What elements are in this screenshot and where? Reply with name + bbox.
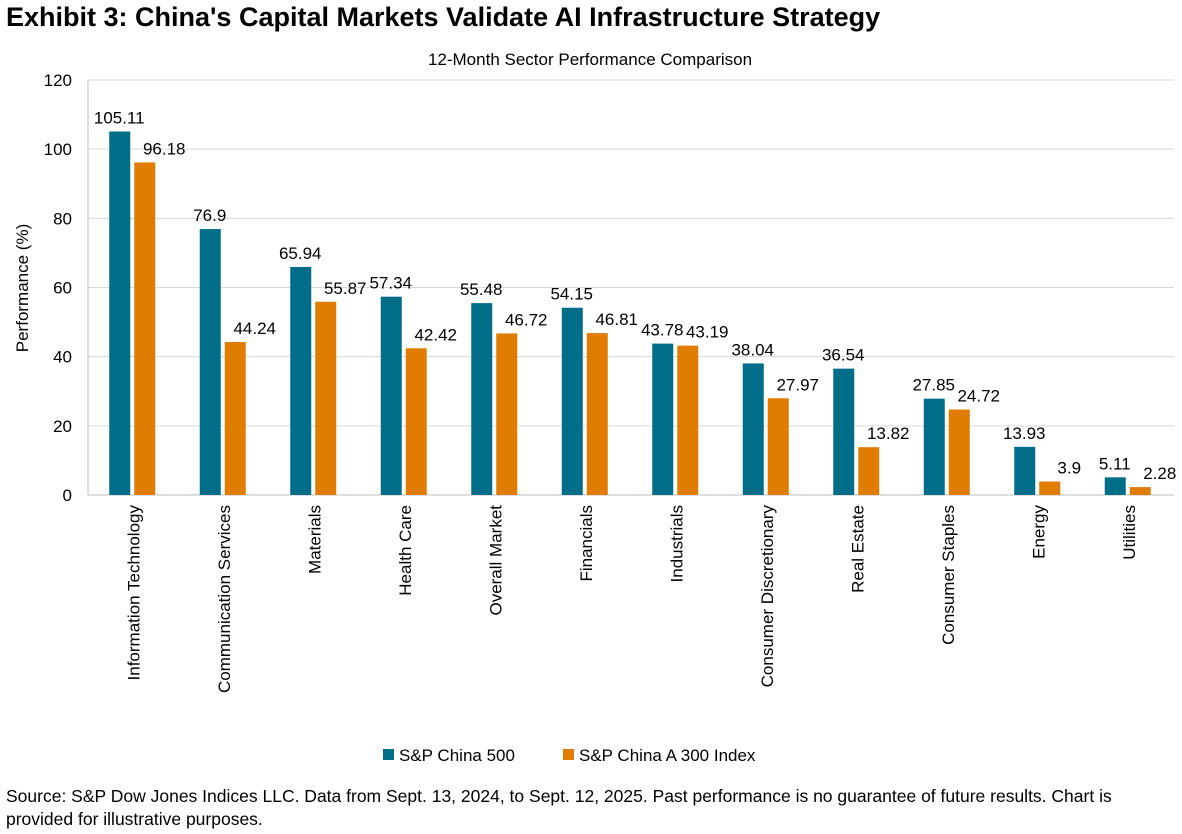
y-tick-label: 0 xyxy=(63,486,72,505)
bar-sp-china-500 xyxy=(742,363,764,495)
bar-sp-china-a-300 xyxy=(677,345,699,495)
data-label: 2.28 xyxy=(1143,464,1176,483)
bar-sp-china-500 xyxy=(199,229,221,495)
bar-sp-china-500 xyxy=(561,307,583,495)
x-tick-label: Financials xyxy=(577,505,596,582)
bar-sp-china-a-300 xyxy=(767,398,789,495)
bar-sp-china-500 xyxy=(1104,477,1126,495)
data-label: 42.42 xyxy=(414,325,457,344)
bar-sp-china-a-300 xyxy=(496,333,518,495)
bar-sp-china-a-300 xyxy=(586,333,608,495)
legend-label: S&P China A 300 Index xyxy=(579,746,756,765)
data-label: 43.78 xyxy=(641,321,684,340)
legend-label: S&P China 500 xyxy=(399,746,515,765)
data-label: 13.82 xyxy=(867,424,910,443)
data-label: 57.34 xyxy=(369,274,412,293)
exhibit-title: Exhibit 3: China's Capital Markets Valid… xyxy=(6,2,881,32)
x-tick-label: Utilities xyxy=(1120,505,1139,560)
data-label: 55.87 xyxy=(324,279,367,298)
bar-sp-china-500 xyxy=(652,343,674,495)
data-label: 54.15 xyxy=(550,285,593,304)
bar-sp-china-500 xyxy=(471,303,493,495)
data-label: 44.24 xyxy=(233,319,276,338)
bar-sp-china-500 xyxy=(109,131,131,496)
data-label: 55.48 xyxy=(460,280,503,299)
bar-sp-china-a-300 xyxy=(1039,481,1061,495)
data-label: 65.94 xyxy=(279,244,322,263)
x-tick-label: Consumer Staples xyxy=(939,505,958,645)
y-tick-label: 120 xyxy=(44,71,72,90)
x-tick-label: Information Technology xyxy=(124,505,143,681)
data-label: 13.93 xyxy=(1003,424,1046,443)
chart-subtitle: 12-Month Sector Performance Comparison xyxy=(428,50,752,69)
x-tick-label: Energy xyxy=(1029,505,1048,559)
bar-sp-china-500 xyxy=(833,368,855,495)
data-label: 76.9 xyxy=(193,206,226,225)
data-label: 36.54 xyxy=(822,346,865,365)
bar-sp-china-a-300 xyxy=(1129,487,1151,495)
data-label: 105.11 xyxy=(94,108,145,127)
data-label: 38.04 xyxy=(731,340,774,359)
legend-swatch xyxy=(563,749,574,760)
x-tick-label: Consumer Discretionary xyxy=(758,505,777,688)
y-tick-label: 100 xyxy=(44,140,72,159)
bar-sp-china-a-300 xyxy=(134,162,156,495)
x-tick-label: Industrials xyxy=(667,505,686,582)
bar-sp-china-500 xyxy=(1014,446,1036,495)
bar-sp-china-a-300 xyxy=(224,342,246,495)
data-label: 24.72 xyxy=(957,387,1000,406)
bar-sp-china-500 xyxy=(290,266,312,495)
source-note: Source: S&P Dow Jones Indices LLC. Data … xyxy=(6,786,1112,829)
data-label: 96.18 xyxy=(143,139,186,158)
data-label: 43.19 xyxy=(686,323,729,342)
data-label: 46.72 xyxy=(505,310,548,329)
bar-sp-china-a-300 xyxy=(315,301,337,495)
bar-sp-china-a-300 xyxy=(948,409,970,495)
legend-swatch xyxy=(383,749,394,760)
data-label: 3.9 xyxy=(1057,459,1081,478)
y-tick-label: 20 xyxy=(53,417,72,436)
y-axis-title: Performance (%) xyxy=(13,224,32,352)
bar-sp-china-500 xyxy=(923,398,945,495)
data-label: 27.85 xyxy=(912,376,955,395)
data-label: 27.97 xyxy=(776,375,819,394)
y-tick-label: 80 xyxy=(53,209,72,228)
x-tick-label: Materials xyxy=(305,505,324,574)
x-tick-label: Real Estate xyxy=(848,505,867,593)
x-tick-label: Communication Services xyxy=(215,505,234,693)
data-label: 46.81 xyxy=(595,310,638,329)
bar-sp-china-a-300 xyxy=(405,348,427,495)
y-tick-label: 40 xyxy=(53,348,72,367)
bar-sp-china-500 xyxy=(380,296,402,495)
bar-sp-china-a-300 xyxy=(858,447,880,495)
data-label: 5.11 xyxy=(1099,454,1131,473)
x-tick-label: Health Care xyxy=(396,505,415,596)
x-tick-label: Overall Market xyxy=(486,505,505,616)
y-tick-label: 60 xyxy=(53,279,72,298)
